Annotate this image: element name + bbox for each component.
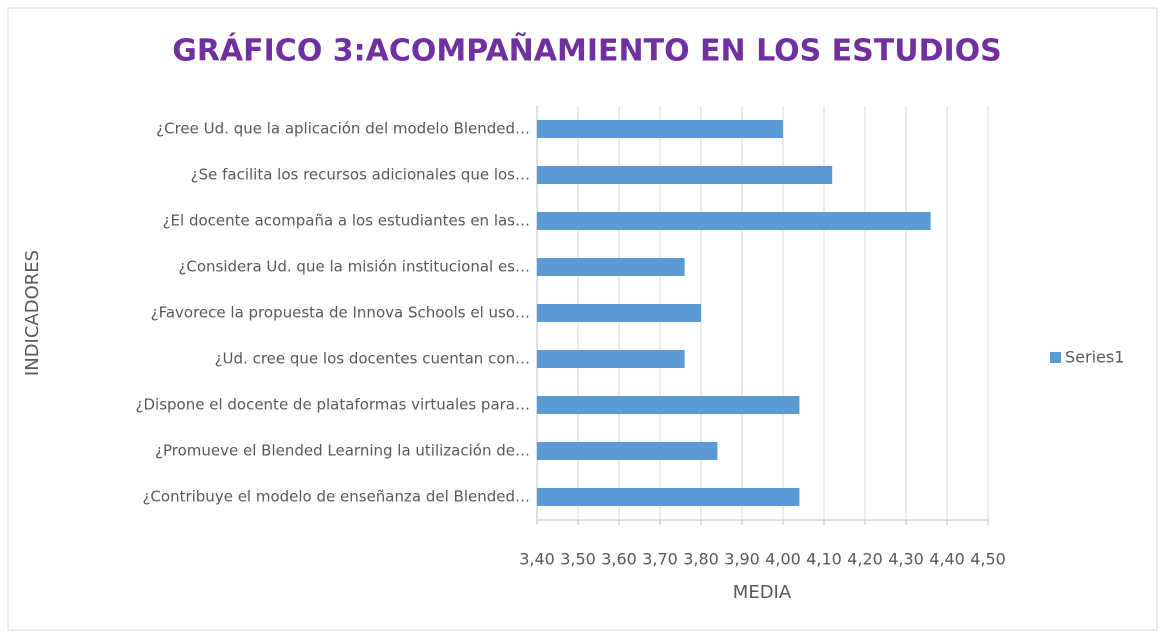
legend-label: Series1 xyxy=(1065,348,1124,367)
y-tick-label: ¿Dispone el docente de plataformas virtu… xyxy=(136,396,530,414)
chart-title: GRÁFICO 3:ACOMPAÑAMIENTO EN LOS ESTUDIOS xyxy=(172,32,1002,69)
y-tick-label: ¿Favorece la propuesta de Innova Schools… xyxy=(151,304,530,322)
x-tick-label: 4,20 xyxy=(847,550,883,569)
x-tick-label: 4,00 xyxy=(765,550,801,569)
y-tick-label: ¿Promueve el Blended Learning la utiliza… xyxy=(155,442,530,460)
x-tick-label: 3,60 xyxy=(601,550,637,569)
bar xyxy=(537,258,685,276)
y-tick-label: ¿El docente acompaña a los estudiantes e… xyxy=(163,212,530,230)
x-tick-label: 3,50 xyxy=(560,550,596,569)
x-tick-label: 3,80 xyxy=(683,550,719,569)
x-tick-label: 4,50 xyxy=(970,550,1006,569)
bar xyxy=(537,396,800,414)
y-tick-label: ¿Contribuye el modelo de enseñanza del B… xyxy=(142,488,530,506)
x-tick-label: 3,70 xyxy=(642,550,678,569)
bar xyxy=(537,166,833,184)
bar xyxy=(537,304,701,322)
bar xyxy=(537,120,783,138)
legend-swatch xyxy=(1050,352,1061,363)
y-tick-label: ¿Ud. cree que los docentes cuentan con… xyxy=(215,350,530,368)
bar xyxy=(537,442,718,460)
y-axis-label: INDICADORES xyxy=(22,250,43,376)
x-tick-label: 4,10 xyxy=(806,550,842,569)
bar xyxy=(537,488,800,506)
bar xyxy=(537,350,685,368)
x-tick-label: 3,90 xyxy=(724,550,760,569)
bar xyxy=(537,212,931,230)
y-tick-label: ¿Considera Ud. que la misión institucion… xyxy=(178,258,530,276)
x-tick-label: 4,30 xyxy=(888,550,924,569)
x-axis-label: MEDIA xyxy=(733,582,792,603)
x-tick-label: 4,40 xyxy=(929,550,965,569)
y-tick-label: ¿Se facilita los recursos adicionales qu… xyxy=(191,166,530,184)
y-tick-label: ¿Cree Ud. que la aplicación del modelo B… xyxy=(156,120,530,138)
x-tick-label: 3,40 xyxy=(519,550,555,569)
